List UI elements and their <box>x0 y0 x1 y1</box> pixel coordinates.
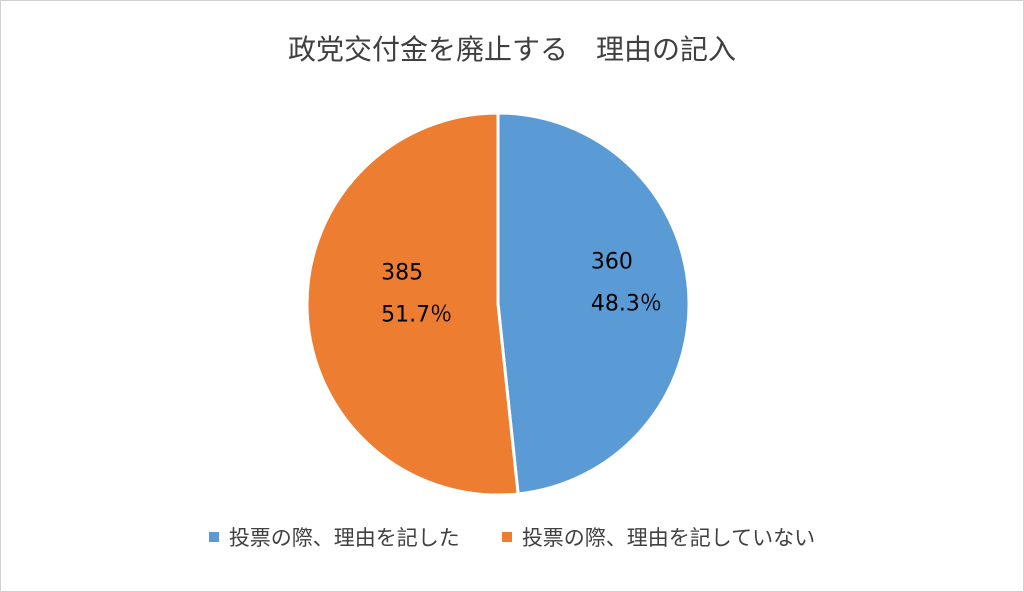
pie-slice-without-reason <box>305 111 520 497</box>
legend-swatch-blue <box>208 532 219 542</box>
legend-label-with-reason: 投票の際、理由を記した <box>228 526 460 550</box>
pie-slice-with-reason <box>496 111 691 496</box>
data-label-value-with-reason: 360 <box>591 249 633 274</box>
legend-label-without-reason: 投票の際、理由を記していない <box>521 526 816 550</box>
legend: 投票の際、理由を記した 投票の際、理由を記していない <box>0 522 1024 552</box>
data-label-value-without-reason: 385 <box>381 261 423 286</box>
data-label-percent-with-reason: 48.3％ <box>591 291 662 316</box>
legend-item-with-reason: 投票の際、理由を記した <box>208 522 460 552</box>
legend-swatch-orange <box>501 532 512 542</box>
data-label-percent-without-reason: 51.7％ <box>381 303 452 328</box>
chart-title: 政党交付金を廃止する 理由の記入 <box>287 33 736 66</box>
legend-item-without-reason: 投票の際、理由を記していない <box>501 522 816 552</box>
